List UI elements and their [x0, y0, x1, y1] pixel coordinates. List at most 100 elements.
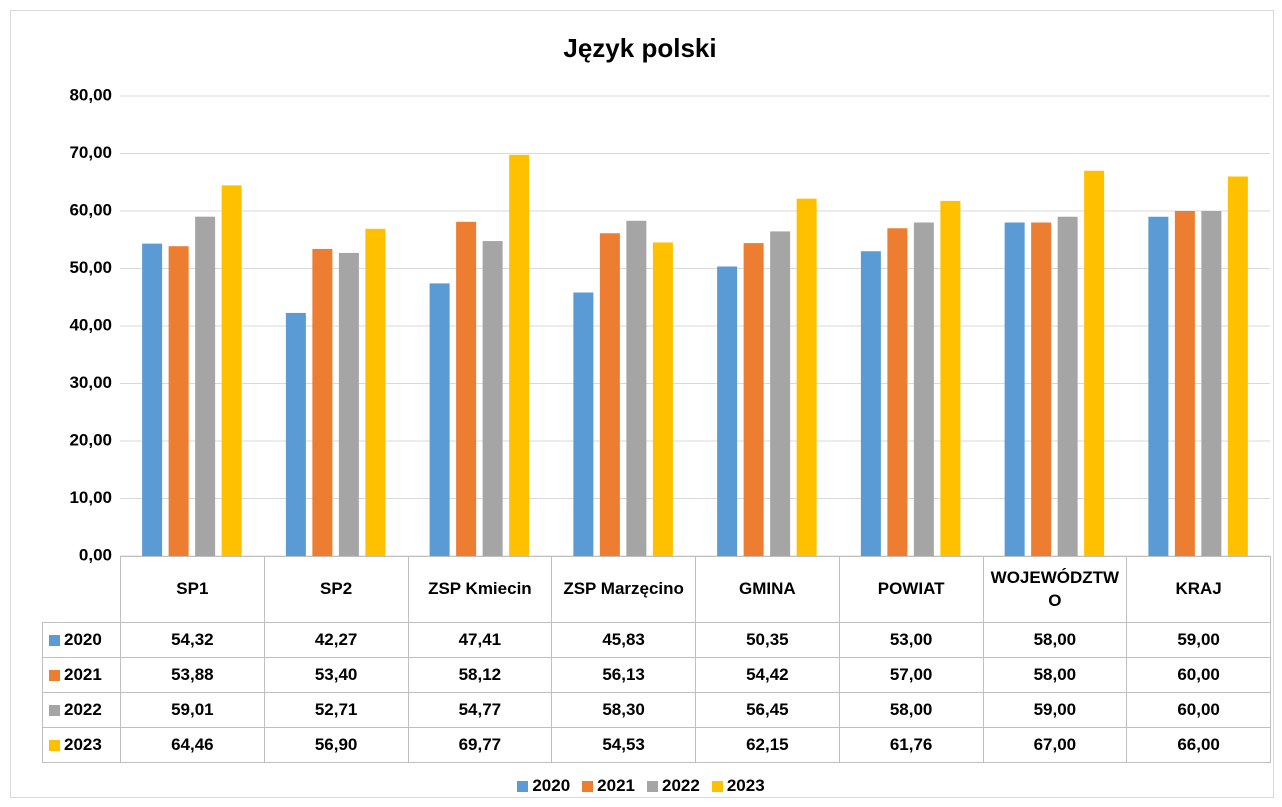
value-label: 61,76 — [838, 727, 984, 763]
legend-key — [647, 780, 658, 792]
bar — [365, 228, 386, 556]
bar — [509, 154, 530, 556]
value-label: 58,00 — [838, 692, 984, 728]
category-header: SP2 — [263, 556, 409, 623]
bar — [626, 220, 647, 556]
bar — [1004, 222, 1025, 556]
y-tick-label: 50,00 — [69, 258, 112, 277]
bar — [1227, 176, 1248, 556]
legend-label: 2023 — [726, 776, 765, 795]
legend-key — [49, 634, 60, 646]
legend-key — [49, 669, 60, 681]
bar — [1201, 211, 1222, 556]
legend-item: 2021 — [582, 776, 635, 796]
bar — [429, 283, 450, 556]
y-tick-label: 0,00 — [79, 545, 112, 564]
value-label: 56,13 — [551, 657, 696, 693]
series-row-header: 2023 — [42, 727, 121, 763]
bar — [913, 222, 934, 556]
value-label: 62,15 — [695, 727, 840, 763]
legend-label: 2022 — [662, 776, 700, 795]
value-label: 66,00 — [1126, 727, 1271, 763]
value-label: 53,00 — [838, 622, 984, 658]
legend-key — [49, 739, 60, 751]
bar — [195, 216, 216, 556]
value-label: 47,41 — [407, 622, 553, 658]
chart-frame — [10, 10, 1274, 798]
series-row-header: 2022 — [42, 692, 121, 728]
bar — [652, 242, 673, 556]
legend-item: 2023 — [711, 776, 765, 796]
bar — [770, 231, 791, 556]
series-name: 2021 — [64, 664, 102, 684]
value-label: 58,12 — [407, 657, 553, 693]
bar — [482, 241, 503, 556]
value-label: 69,77 — [407, 727, 553, 763]
series-name: 2023 — [64, 734, 102, 754]
bar — [599, 233, 620, 556]
series-row-header: 2020 — [42, 622, 121, 658]
legend-label: 2021 — [597, 776, 635, 795]
legend: 2020 2021 2022 2023 — [0, 776, 1282, 796]
bar — [573, 292, 594, 556]
bar — [1148, 216, 1169, 556]
value-label: 52,71 — [263, 692, 409, 728]
value-label: 54,32 — [120, 622, 265, 658]
value-label: 42,27 — [263, 622, 409, 658]
value-label: 59,00 — [1126, 622, 1271, 658]
bar — [717, 266, 738, 556]
category-header: WOJEWÓDZTWO — [982, 556, 1128, 623]
value-label: 59,01 — [120, 692, 265, 728]
y-tick-label: 60,00 — [69, 200, 112, 219]
bar — [221, 185, 242, 557]
bar — [338, 252, 359, 557]
series-name: 2020 — [64, 629, 102, 649]
bar — [940, 200, 961, 556]
value-label: 54,77 — [407, 692, 553, 728]
value-label: 58,00 — [982, 622, 1128, 658]
bar — [312, 248, 333, 556]
bar — [142, 243, 163, 556]
value-label: 45,83 — [551, 622, 696, 658]
value-label: 58,30 — [551, 692, 696, 728]
value-label: 67,00 — [982, 727, 1128, 763]
legend-label: 2020 — [532, 776, 571, 795]
value-label: 57,00 — [838, 657, 984, 693]
category-header: KRAJ — [1126, 556, 1271, 623]
bar — [1174, 211, 1195, 556]
value-label: 59,00 — [982, 692, 1128, 728]
bar — [456, 221, 477, 556]
y-tick-label: 40,00 — [69, 315, 112, 334]
bar — [168, 246, 189, 556]
bar — [1057, 216, 1078, 556]
value-label: 50,35 — [695, 622, 840, 658]
bar — [860, 251, 881, 556]
legend-key — [711, 780, 723, 792]
bar — [743, 243, 764, 556]
y-tick-label: 10,00 — [69, 488, 112, 507]
y-tick-label: 80,00 — [69, 85, 112, 104]
chart-title: Język polski — [563, 33, 716, 63]
value-label: 56,45 — [695, 692, 840, 728]
category-header: ZSP Kmiecin — [407, 556, 553, 623]
value-label: 54,53 — [551, 727, 696, 763]
legend-key — [49, 704, 60, 716]
value-label: 58,00 — [982, 657, 1128, 693]
value-label: 60,00 — [1126, 692, 1271, 728]
bar — [1084, 170, 1105, 556]
category-header: ZSP Marzęcino — [551, 556, 696, 623]
value-label: 53,88 — [120, 657, 265, 693]
category-header: GMINA — [695, 556, 840, 623]
y-tick-label: 30,00 — [69, 373, 112, 392]
bar — [887, 228, 908, 556]
series-row-header: 2021 — [42, 657, 121, 693]
bar — [1031, 222, 1052, 556]
y-tick-label: 20,00 — [69, 430, 112, 449]
legend-key — [517, 780, 529, 792]
legend-item: 2022 — [647, 776, 700, 796]
value-label: 64,46 — [120, 727, 265, 763]
category-header: POWIAT — [838, 556, 984, 623]
series-name: 2022 — [64, 699, 102, 719]
